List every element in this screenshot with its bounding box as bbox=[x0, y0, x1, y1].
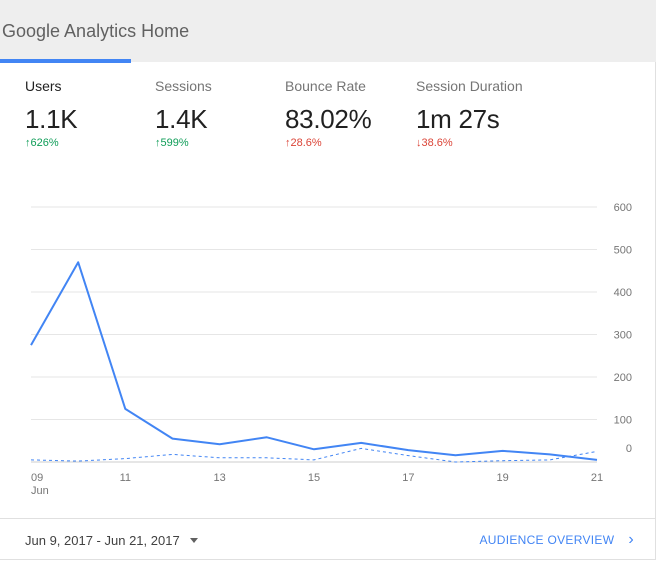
caret-down-icon bbox=[189, 538, 198, 543]
x-tick-label: 13 bbox=[214, 472, 226, 484]
date-range-label: Jun 9, 2017 - Jun 21, 2017 bbox=[25, 533, 180, 548]
metric-value: 83.02% bbox=[285, 104, 372, 134]
x-tick-label: 09 bbox=[31, 472, 43, 484]
metric-tab-session-duration[interactable]: Session Duration 1m 27s ↓38.6% bbox=[416, 78, 596, 149]
page-title: Google Analytics Home bbox=[2, 21, 190, 41]
metric-delta: ↑626% bbox=[25, 137, 59, 149]
metric-label: Session Duration bbox=[416, 78, 523, 94]
arrow-up-icon: ↑ bbox=[285, 137, 291, 149]
metric-value: 1.4K bbox=[155, 104, 208, 134]
metric-label: Sessions bbox=[155, 78, 212, 94]
x-tick-label: 19 bbox=[497, 472, 509, 484]
y-tick-label: 200 bbox=[614, 372, 632, 384]
metric-tab-sessions[interactable]: Sessions 1.4K ↑599% bbox=[155, 78, 285, 149]
arrow-up-icon: ↑ bbox=[25, 137, 31, 149]
chevron-right-icon: › bbox=[628, 531, 634, 548]
series-line-previous-period bbox=[30, 447, 598, 463]
metric-delta: ↑28.6% bbox=[285, 137, 322, 149]
x-tick-label: 21 bbox=[591, 472, 603, 484]
metric-tab-users[interactable]: Users 1.1K ↑626% bbox=[25, 78, 155, 149]
x-tick-label: 17 bbox=[402, 472, 414, 484]
metric-tab-bounce-rate[interactable]: Bounce Rate 83.02% ↑28.6% bbox=[285, 78, 415, 149]
metric-label: Bounce Rate bbox=[285, 78, 366, 94]
date-range-selector[interactable]: Jun 9, 2017 - Jun 21, 2017 bbox=[25, 533, 198, 548]
arrow-down-icon: ↓ bbox=[416, 137, 422, 149]
y-tick-label: 600 bbox=[614, 202, 632, 214]
footer-divider bbox=[0, 518, 656, 519]
audience-overview-label: AUDIENCE OVERVIEW bbox=[479, 533, 615, 547]
arrow-up-icon: ↑ bbox=[155, 137, 161, 149]
y-tick-label: 400 bbox=[614, 287, 632, 299]
metric-delta: ↑599% bbox=[155, 137, 189, 149]
y-tick-label: 0 bbox=[626, 443, 632, 455]
audience-overview-link[interactable]: AUDIENCE OVERVIEW › bbox=[479, 531, 634, 549]
y-tick-label: 300 bbox=[614, 330, 632, 342]
y-tick-label: 100 bbox=[614, 415, 632, 427]
metric-value: 1m 27s bbox=[416, 104, 500, 134]
active-tab-indicator bbox=[0, 59, 131, 63]
card-header: Google Analytics Home bbox=[0, 0, 656, 62]
series-line-current-period bbox=[30, 261, 598, 461]
metric-delta: ↓38.6% bbox=[416, 137, 453, 149]
metric-value: 1.1K bbox=[25, 104, 78, 134]
metric-label: Users bbox=[25, 78, 62, 94]
y-tick-label: 500 bbox=[614, 245, 632, 257]
x-tick-sublabel: Jun bbox=[31, 485, 49, 497]
x-tick-label: 15 bbox=[308, 472, 320, 484]
x-tick-label: 11 bbox=[120, 472, 131, 484]
